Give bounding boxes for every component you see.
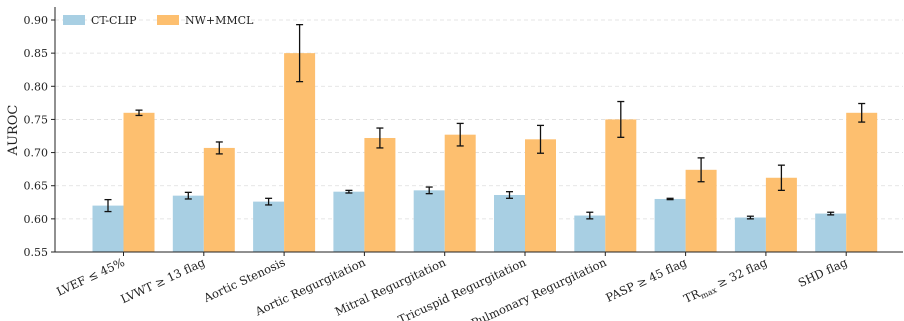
bar-ct-clip-lvef-45 <box>92 205 124 252</box>
x-tick-label-pulmonary-regurgitation: Pulmonary Regurgitation <box>469 255 609 321</box>
legend-label-nw-mmcl: NW+MMCL <box>185 14 254 27</box>
bar-nw-mmcl-aortic-stenosis <box>284 53 316 253</box>
bar-ct-clip-aortic-stenosis <box>253 201 285 252</box>
axes <box>54 7 903 253</box>
y-tick-label: 0.70 <box>24 147 49 160</box>
x-tick-label-pasp-45-flag: PASP ≥ 45 flag <box>603 255 689 305</box>
bar-ct-clip-lvwt-13-flag <box>172 195 204 252</box>
bar-ct-clip-mitral-regurgitation <box>413 190 445 252</box>
bar-nw-mmcl-aortic-regurgitation <box>364 137 396 252</box>
bar-ct-clip-tr-max-32-flag <box>734 217 766 252</box>
bar-nw-mmcl-lvef-45 <box>123 112 155 252</box>
y-tick-label: 0.65 <box>24 180 49 193</box>
bar-nw-mmcl-pulmonary-regurgitation <box>605 119 637 252</box>
y-tick-label: 0.90 <box>24 14 49 27</box>
y-tick-label: 0.85 <box>24 47 49 60</box>
x-tick-label-tr-max-32-flag: TRmax ≥ 32 flag <box>681 255 770 308</box>
bar-ct-clip-aortic-regurgitation <box>333 191 365 252</box>
x-tick-label-lvef-45: LVEF ≤ 45% <box>54 255 127 299</box>
bar-ct-clip-pasp-45-flag <box>654 198 686 252</box>
y-tick-label: 0.75 <box>24 113 49 126</box>
y-tick-label: 0.60 <box>24 213 49 226</box>
bar-nw-mmcl-tricuspid-regurgitation <box>525 139 556 252</box>
legend-label-ct-clip: CT-CLIP <box>91 14 137 27</box>
bar-nw-mmcl-mitral-regurgitation <box>444 134 476 252</box>
bars <box>92 53 878 253</box>
error-bars <box>104 23 866 220</box>
bar-ct-clip-tricuspid-regurgitation <box>494 194 525 252</box>
x-tick-label-shd-flag: SHD flag <box>796 255 850 290</box>
bar-ct-clip-shd-flag <box>815 213 847 252</box>
legend-swatch-nw-mmcl <box>157 15 179 25</box>
y-tick-label: 0.80 <box>24 80 49 93</box>
x-tick-label-lvwt-13-flag: LVWT ≥ 13 flag <box>118 255 207 306</box>
y-axis-title: AUROC <box>6 105 21 157</box>
y-ticks: 0.55 0.60 0.65 0.70 0.75 0.80 0.85 0.90 <box>24 14 55 259</box>
legend: CT-CLIP NW+MMCL <box>63 14 254 27</box>
legend-swatch-ct-clip <box>63 15 85 25</box>
bar-nw-mmcl-pasp-45-flag <box>685 169 717 252</box>
bar-nw-mmcl-lvwt-13-flag <box>203 147 235 252</box>
bar-ct-clip-pulmonary-regurgitation <box>574 215 606 252</box>
y-tick-label: 0.55 <box>24 246 49 259</box>
grid-lines <box>55 19 903 220</box>
bar-nw-mmcl-shd-flag <box>846 112 878 252</box>
